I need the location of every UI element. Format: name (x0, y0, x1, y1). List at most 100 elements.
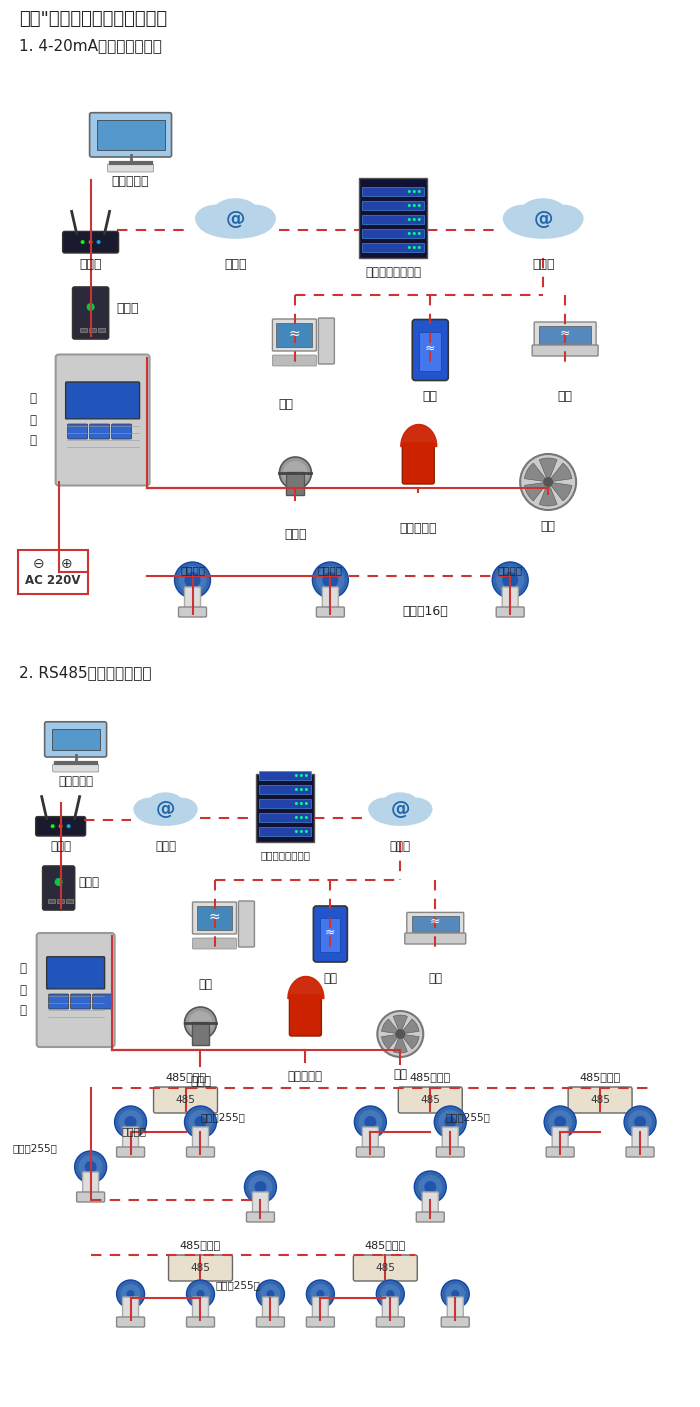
Circle shape (628, 1110, 652, 1134)
Circle shape (354, 1106, 386, 1138)
Text: @: @ (225, 211, 245, 229)
FancyBboxPatch shape (407, 912, 463, 936)
Wedge shape (548, 483, 572, 501)
FancyBboxPatch shape (262, 1297, 279, 1321)
FancyBboxPatch shape (286, 471, 304, 495)
FancyBboxPatch shape (52, 729, 99, 750)
FancyBboxPatch shape (43, 865, 75, 910)
Circle shape (452, 1290, 459, 1299)
Text: 手机: 手机 (323, 972, 337, 985)
FancyBboxPatch shape (534, 322, 596, 348)
FancyBboxPatch shape (186, 1147, 214, 1157)
FancyBboxPatch shape (377, 1317, 405, 1327)
Wedge shape (524, 483, 548, 501)
Text: 485中继器: 485中继器 (580, 1072, 621, 1082)
Circle shape (59, 825, 62, 829)
FancyBboxPatch shape (90, 113, 172, 158)
Text: 安帅尔网络服务器: 安帅尔网络服务器 (260, 850, 310, 860)
FancyBboxPatch shape (441, 1317, 469, 1327)
FancyBboxPatch shape (419, 332, 441, 370)
FancyBboxPatch shape (312, 1297, 328, 1321)
Text: 风机: 风机 (540, 521, 556, 533)
Text: 风机: 风机 (393, 1068, 407, 1081)
Wedge shape (539, 459, 557, 483)
Text: 单机版电脑: 单机版电脑 (112, 174, 149, 189)
Text: ≈: ≈ (288, 326, 300, 340)
Circle shape (300, 830, 303, 833)
FancyBboxPatch shape (359, 179, 427, 257)
FancyBboxPatch shape (239, 900, 254, 947)
Ellipse shape (399, 798, 433, 820)
Circle shape (418, 204, 421, 207)
Circle shape (424, 1180, 436, 1193)
FancyBboxPatch shape (52, 764, 99, 772)
Circle shape (544, 1106, 576, 1138)
Text: 互联网: 互联网 (532, 257, 554, 272)
Text: 485中继器: 485中继器 (365, 1240, 406, 1249)
FancyBboxPatch shape (122, 1297, 139, 1321)
FancyBboxPatch shape (276, 324, 312, 348)
FancyBboxPatch shape (197, 906, 232, 930)
FancyBboxPatch shape (253, 1192, 268, 1216)
FancyBboxPatch shape (272, 355, 316, 366)
FancyBboxPatch shape (502, 587, 518, 611)
Circle shape (496, 566, 524, 594)
Circle shape (188, 1012, 213, 1036)
Circle shape (520, 454, 576, 509)
FancyBboxPatch shape (73, 287, 108, 339)
FancyBboxPatch shape (260, 799, 312, 808)
FancyBboxPatch shape (62, 231, 118, 253)
FancyBboxPatch shape (246, 1211, 274, 1223)
FancyBboxPatch shape (122, 1127, 139, 1151)
Circle shape (295, 774, 298, 777)
Circle shape (78, 1155, 103, 1179)
Circle shape (307, 1280, 335, 1309)
Text: 电磁阀: 电磁阀 (284, 528, 307, 542)
Text: 单机版电脑: 单机版电脑 (58, 775, 93, 788)
Circle shape (197, 1290, 204, 1299)
FancyBboxPatch shape (57, 899, 64, 903)
FancyBboxPatch shape (186, 1317, 214, 1327)
Wedge shape (393, 1034, 407, 1052)
Circle shape (438, 1110, 462, 1134)
Circle shape (386, 1290, 394, 1299)
Circle shape (244, 1171, 276, 1203)
Circle shape (634, 1116, 646, 1128)
Circle shape (305, 830, 308, 833)
Ellipse shape (505, 205, 582, 239)
FancyBboxPatch shape (626, 1147, 654, 1157)
Text: 电磁阀: 电磁阀 (190, 1075, 211, 1088)
Text: 安帅尔网络服务器: 安帅尔网络服务器 (365, 266, 421, 279)
FancyBboxPatch shape (356, 1147, 384, 1157)
FancyBboxPatch shape (632, 1127, 648, 1151)
Text: 路由器: 路由器 (79, 257, 102, 272)
Circle shape (444, 1116, 456, 1128)
FancyBboxPatch shape (323, 587, 338, 611)
FancyBboxPatch shape (97, 120, 164, 151)
Circle shape (418, 232, 421, 235)
Text: 信号输出: 信号输出 (180, 566, 205, 575)
FancyBboxPatch shape (66, 381, 139, 419)
FancyBboxPatch shape (92, 993, 113, 1009)
Ellipse shape (368, 798, 402, 820)
Circle shape (364, 1116, 377, 1128)
Circle shape (55, 878, 62, 886)
FancyBboxPatch shape (185, 587, 200, 611)
Text: 485: 485 (420, 1095, 440, 1104)
Circle shape (185, 1007, 216, 1038)
Circle shape (178, 566, 206, 594)
FancyBboxPatch shape (436, 1147, 464, 1157)
Ellipse shape (234, 204, 276, 232)
FancyBboxPatch shape (193, 1297, 209, 1321)
Circle shape (125, 1116, 136, 1128)
Circle shape (408, 232, 411, 235)
FancyBboxPatch shape (442, 1127, 458, 1151)
Text: 电脑: 电脑 (199, 978, 213, 991)
Text: 互联网: 互联网 (155, 840, 176, 853)
Text: 可连接255台: 可连接255台 (13, 1142, 57, 1152)
Circle shape (267, 1290, 274, 1299)
Text: 485中继器: 485中继器 (410, 1072, 451, 1082)
FancyBboxPatch shape (47, 957, 104, 989)
Text: 电脑: 电脑 (278, 398, 293, 411)
Ellipse shape (164, 798, 197, 820)
